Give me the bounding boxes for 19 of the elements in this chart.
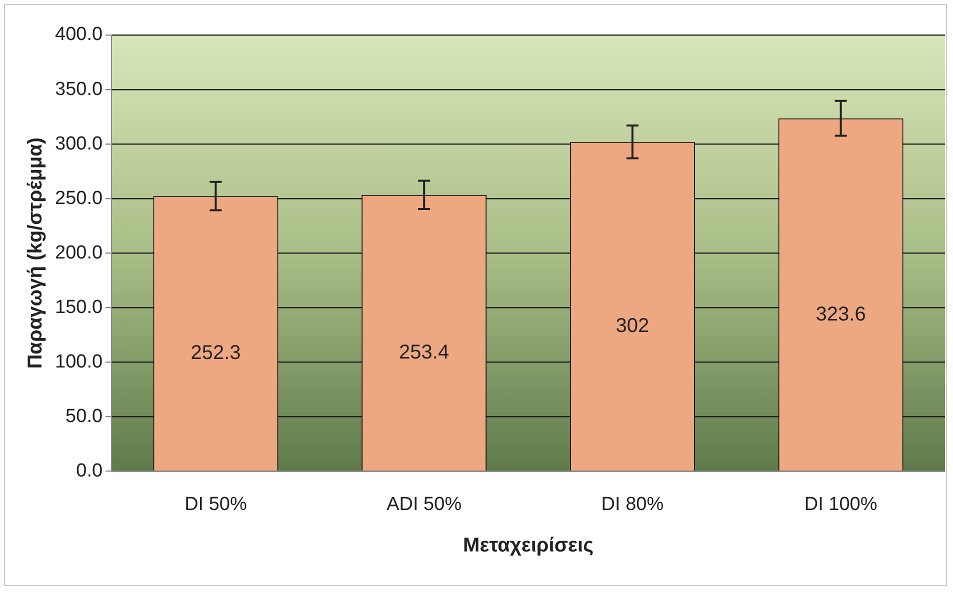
- x-tick-label: DI 80%: [601, 494, 664, 515]
- x-tick-label: DI 50%: [184, 494, 247, 515]
- x-axis-title: Μεταχειρίσεις: [463, 534, 594, 557]
- x-tick-label: DI 100%: [804, 494, 878, 515]
- y-tick-label: 200.0: [55, 242, 103, 264]
- y-tick-label: 50.0: [66, 406, 103, 427]
- data-label: 253.4: [399, 342, 450, 364]
- y-tick-label: 100.0: [55, 351, 103, 372]
- data-label: 302: [616, 315, 650, 338]
- x-tick-label: ADI 50%: [386, 494, 462, 515]
- y-axis-title: Παραγωγή (kg/στρέμμα): [24, 137, 47, 369]
- y-tick-label: 400.0: [55, 24, 103, 46]
- y-tick-label: 350.0: [55, 78, 103, 100]
- data-label: 323.6: [816, 303, 866, 326]
- y-tick-label: 250.0: [55, 188, 103, 209]
- y-tick-label: 150.0: [55, 296, 103, 318]
- data-label: 252.3: [190, 342, 241, 364]
- y-tick-label: 300.0: [55, 133, 103, 154]
- y-tick-label: 0.0: [76, 460, 103, 482]
